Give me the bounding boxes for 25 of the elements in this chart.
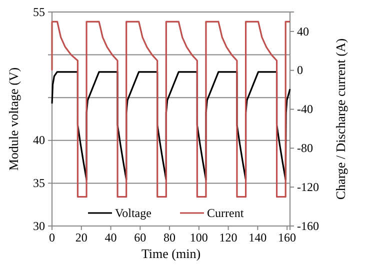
x-tick-label: 80	[164, 230, 176, 245]
x-tick-label: 160	[278, 230, 296, 245]
x-tick-label: 0	[49, 230, 55, 245]
y-tick-label: 40	[33, 133, 45, 148]
x-tick-label: 140	[248, 230, 267, 245]
y2-axis-title: Charge / Discharge current (A)	[333, 38, 348, 200]
y2-tick-label: 40	[297, 24, 309, 38]
x-tick-label: 100	[190, 230, 208, 245]
x-tick-label: 120	[219, 230, 238, 245]
y-axis-title: Module voltage (V)	[6, 67, 21, 171]
x-axis-title: Time (min)	[141, 246, 201, 261]
line-series	[51, 20, 291, 198]
y2-tick-label: -80	[297, 141, 313, 156]
y-tick-label: 55	[33, 4, 45, 19]
y2-tick-label: -120	[297, 180, 319, 194]
y-tick-label: 35	[33, 176, 45, 190]
x-tick-label: 20	[75, 230, 88, 245]
y2-tick-label: -160	[297, 218, 319, 233]
y2-tick-label: -40	[297, 102, 313, 116]
legend-label: Voltage	[115, 206, 152, 220]
y2-tick-label: 0	[297, 63, 303, 78]
legend-label: Current	[207, 206, 244, 220]
y-tick-label: 30	[33, 218, 45, 233]
x-tick-label: 40	[104, 230, 117, 245]
x-tick-label: 60	[134, 230, 146, 245]
